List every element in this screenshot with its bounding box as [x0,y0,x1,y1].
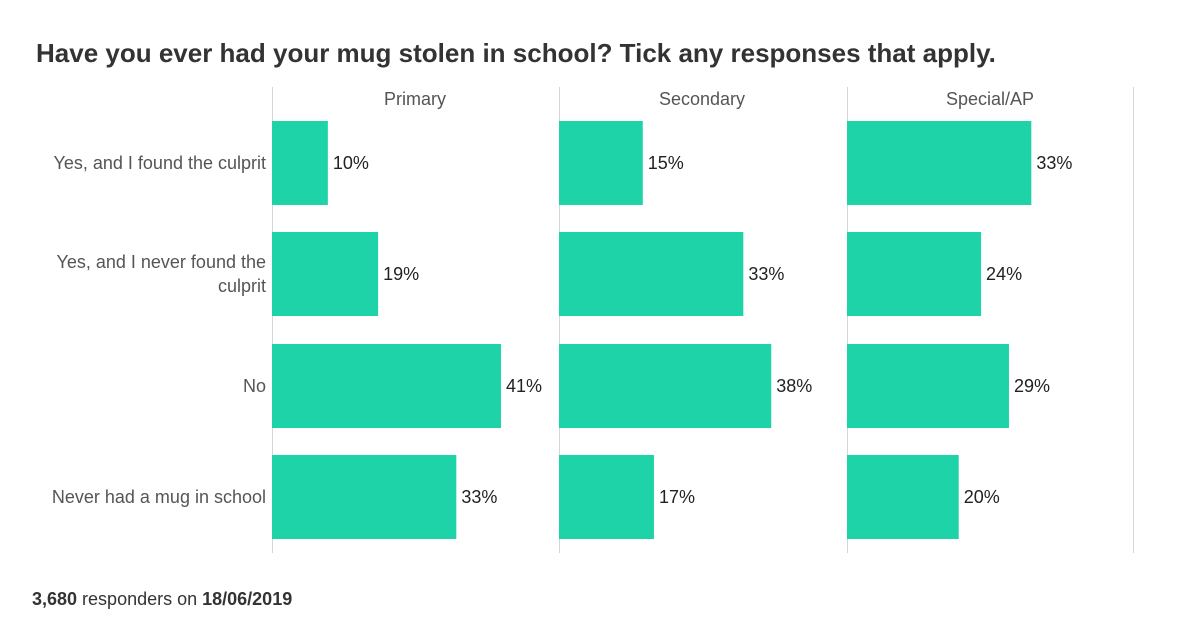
category-label-3: Never had a mug in school [52,487,266,507]
bar-2-0 [847,121,1032,205]
value-label-2-1: 24% [986,264,1022,284]
panel-header-secondary: Secondary [659,89,745,109]
value-label-1-1: 33% [748,264,784,284]
survey-date: 18/06/2019 [202,589,293,609]
chart-title: Have you ever had your mug stolen in sch… [36,38,996,68]
value-label-1-0: 15% [648,153,684,173]
responder-count: 3,680 [32,589,78,609]
value-label-2-0: 33% [1036,153,1072,173]
bar-2-2 [847,344,1009,428]
bar-1-1 [559,232,744,316]
value-label-2-2: 29% [1014,376,1050,396]
bar-1-2 [559,344,772,428]
category-label-1-line-1: culprit [218,276,266,296]
bar-2-3 [847,455,959,539]
bar-1-0 [559,121,643,205]
value-label-0-3: 33% [461,487,497,507]
panel-header-special-ap: Special/AP [946,89,1034,109]
footer-text: responders on [77,589,203,609]
value-label-0-1: 19% [383,264,419,284]
bar-0-0 [272,121,328,205]
bar-2-1 [847,232,982,316]
bar-0-3 [272,455,457,539]
category-label-1-line-0: Yes, and I never found the [57,252,267,272]
category-label-0: Yes, and I found the culprit [54,153,266,173]
value-label-2-3: 20% [964,487,1000,507]
footer-note: 3,680 responders on 18/06/2019 [32,589,292,610]
category-label-2: No [243,376,266,396]
panel-header-primary: Primary [384,89,446,109]
value-label-1-2: 38% [776,376,812,396]
bar-0-1 [272,232,379,316]
value-label-1-3: 17% [659,487,695,507]
value-label-0-0: 10% [333,153,369,173]
bar-1-3 [559,455,654,539]
bar-0-2 [272,344,501,428]
value-label-0-2: 41% [506,376,542,396]
